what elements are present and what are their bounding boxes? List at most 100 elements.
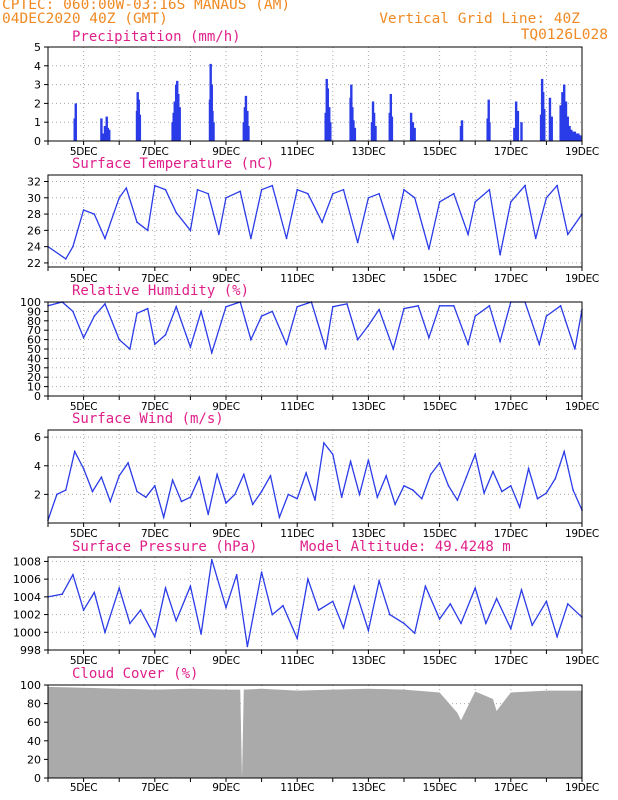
x-tick-label: 17DEC [494, 782, 528, 794]
data-point [93, 315, 96, 317]
data-point [129, 622, 131, 625]
data-point [483, 492, 485, 494]
data-point [72, 310, 74, 313]
data-point [285, 237, 288, 240]
x-tick-label: 11DEC [280, 273, 314, 285]
data-point [474, 587, 477, 589]
data-point [82, 336, 85, 339]
data-point [367, 459, 370, 461]
data-point [118, 196, 120, 199]
precip-bar [487, 99, 490, 141]
data-point [554, 477, 557, 480]
panel-title: Surface Temperature (nC) [72, 156, 274, 172]
x-tick-label: 19DEC [565, 655, 599, 667]
x-tick-label: 9DEC [212, 273, 240, 285]
y-tick-label: 32 [27, 176, 41, 189]
panel-title: Precipitation (mm/h) [72, 29, 241, 45]
data-point [376, 496, 379, 499]
data-point [485, 622, 487, 625]
header-run-date: 04DEC2020 40Z (GMT) [2, 11, 168, 27]
data-point [127, 462, 129, 464]
data-point [353, 585, 355, 588]
y-tick-label: 28 [27, 208, 41, 221]
data-point [129, 348, 131, 350]
series-line [47, 301, 583, 356]
data-point [118, 474, 120, 477]
data-point [251, 503, 254, 506]
x-tick-label: 11DEC [280, 401, 314, 413]
data-point [146, 229, 149, 232]
data-point [200, 633, 202, 635]
x-tick-label: 7DEC [141, 273, 169, 285]
data-point [198, 476, 201, 479]
x-tick-label: 11DEC [280, 528, 314, 540]
data-point [65, 258, 67, 260]
data-point [449, 603, 452, 605]
precip-bar [564, 101, 568, 141]
y-tick-label: 1004 [13, 591, 41, 604]
y-tick-label: 90 [27, 305, 41, 318]
data-point [175, 211, 177, 214]
data-point [189, 346, 192, 348]
data-point [210, 351, 213, 354]
data-point [340, 496, 343, 499]
data-point [394, 503, 396, 506]
data-point [488, 304, 491, 307]
data-point [413, 196, 416, 199]
data-point [392, 237, 395, 240]
data-point [453, 192, 455, 195]
data-point [314, 499, 316, 501]
panel-frame [47, 174, 583, 268]
precip-bar [460, 120, 464, 141]
precip-bar [108, 129, 111, 141]
data-point [501, 490, 503, 493]
y-tick-label: 1002 [13, 609, 41, 622]
data-point [239, 190, 242, 193]
data-point [510, 485, 512, 487]
data-point [378, 308, 380, 311]
data-point [225, 502, 227, 504]
data-point [332, 305, 334, 308]
data-point [225, 606, 227, 609]
y-tick-label: 4 [34, 460, 41, 473]
precip-bar [568, 125, 571, 141]
data-point [278, 516, 281, 519]
data-point [403, 485, 405, 487]
x-tick-label: 15DEC [423, 273, 457, 285]
data-point [296, 637, 299, 640]
y-tick-label: 50 [27, 343, 41, 356]
data-point [438, 618, 441, 620]
data-point [332, 192, 334, 195]
data-point [307, 192, 309, 195]
data-point [234, 493, 236, 496]
y-tick-label: 100 [20, 679, 41, 692]
data-point [438, 201, 441, 203]
data-point [378, 580, 380, 582]
panel-frame [47, 429, 583, 524]
y-tick-label: 100 [20, 296, 41, 309]
x-tick-label: 7DEC [141, 401, 169, 413]
data-point [536, 497, 539, 500]
data-point [225, 305, 227, 308]
precip-bar [543, 109, 546, 141]
data-point [572, 489, 574, 491]
data-point [139, 609, 142, 611]
data-point [154, 184, 156, 187]
data-point [82, 609, 85, 611]
data-point [296, 497, 299, 500]
data-point [287, 493, 290, 496]
x-tick-label: 9DEC [212, 146, 240, 158]
precip-bar [575, 133, 578, 141]
data-point [492, 470, 494, 473]
data-point [356, 338, 359, 341]
x-tick-label: 15DEC [423, 528, 457, 540]
data-point [321, 221, 323, 224]
y-tick-label: 20 [27, 371, 41, 384]
x-tick-label: 13DEC [351, 273, 385, 285]
precip-bar [353, 127, 357, 141]
precip-bar [100, 118, 103, 141]
x-tick-label: 17DEC [494, 528, 528, 540]
data-point [456, 499, 459, 501]
data-point [538, 343, 541, 346]
